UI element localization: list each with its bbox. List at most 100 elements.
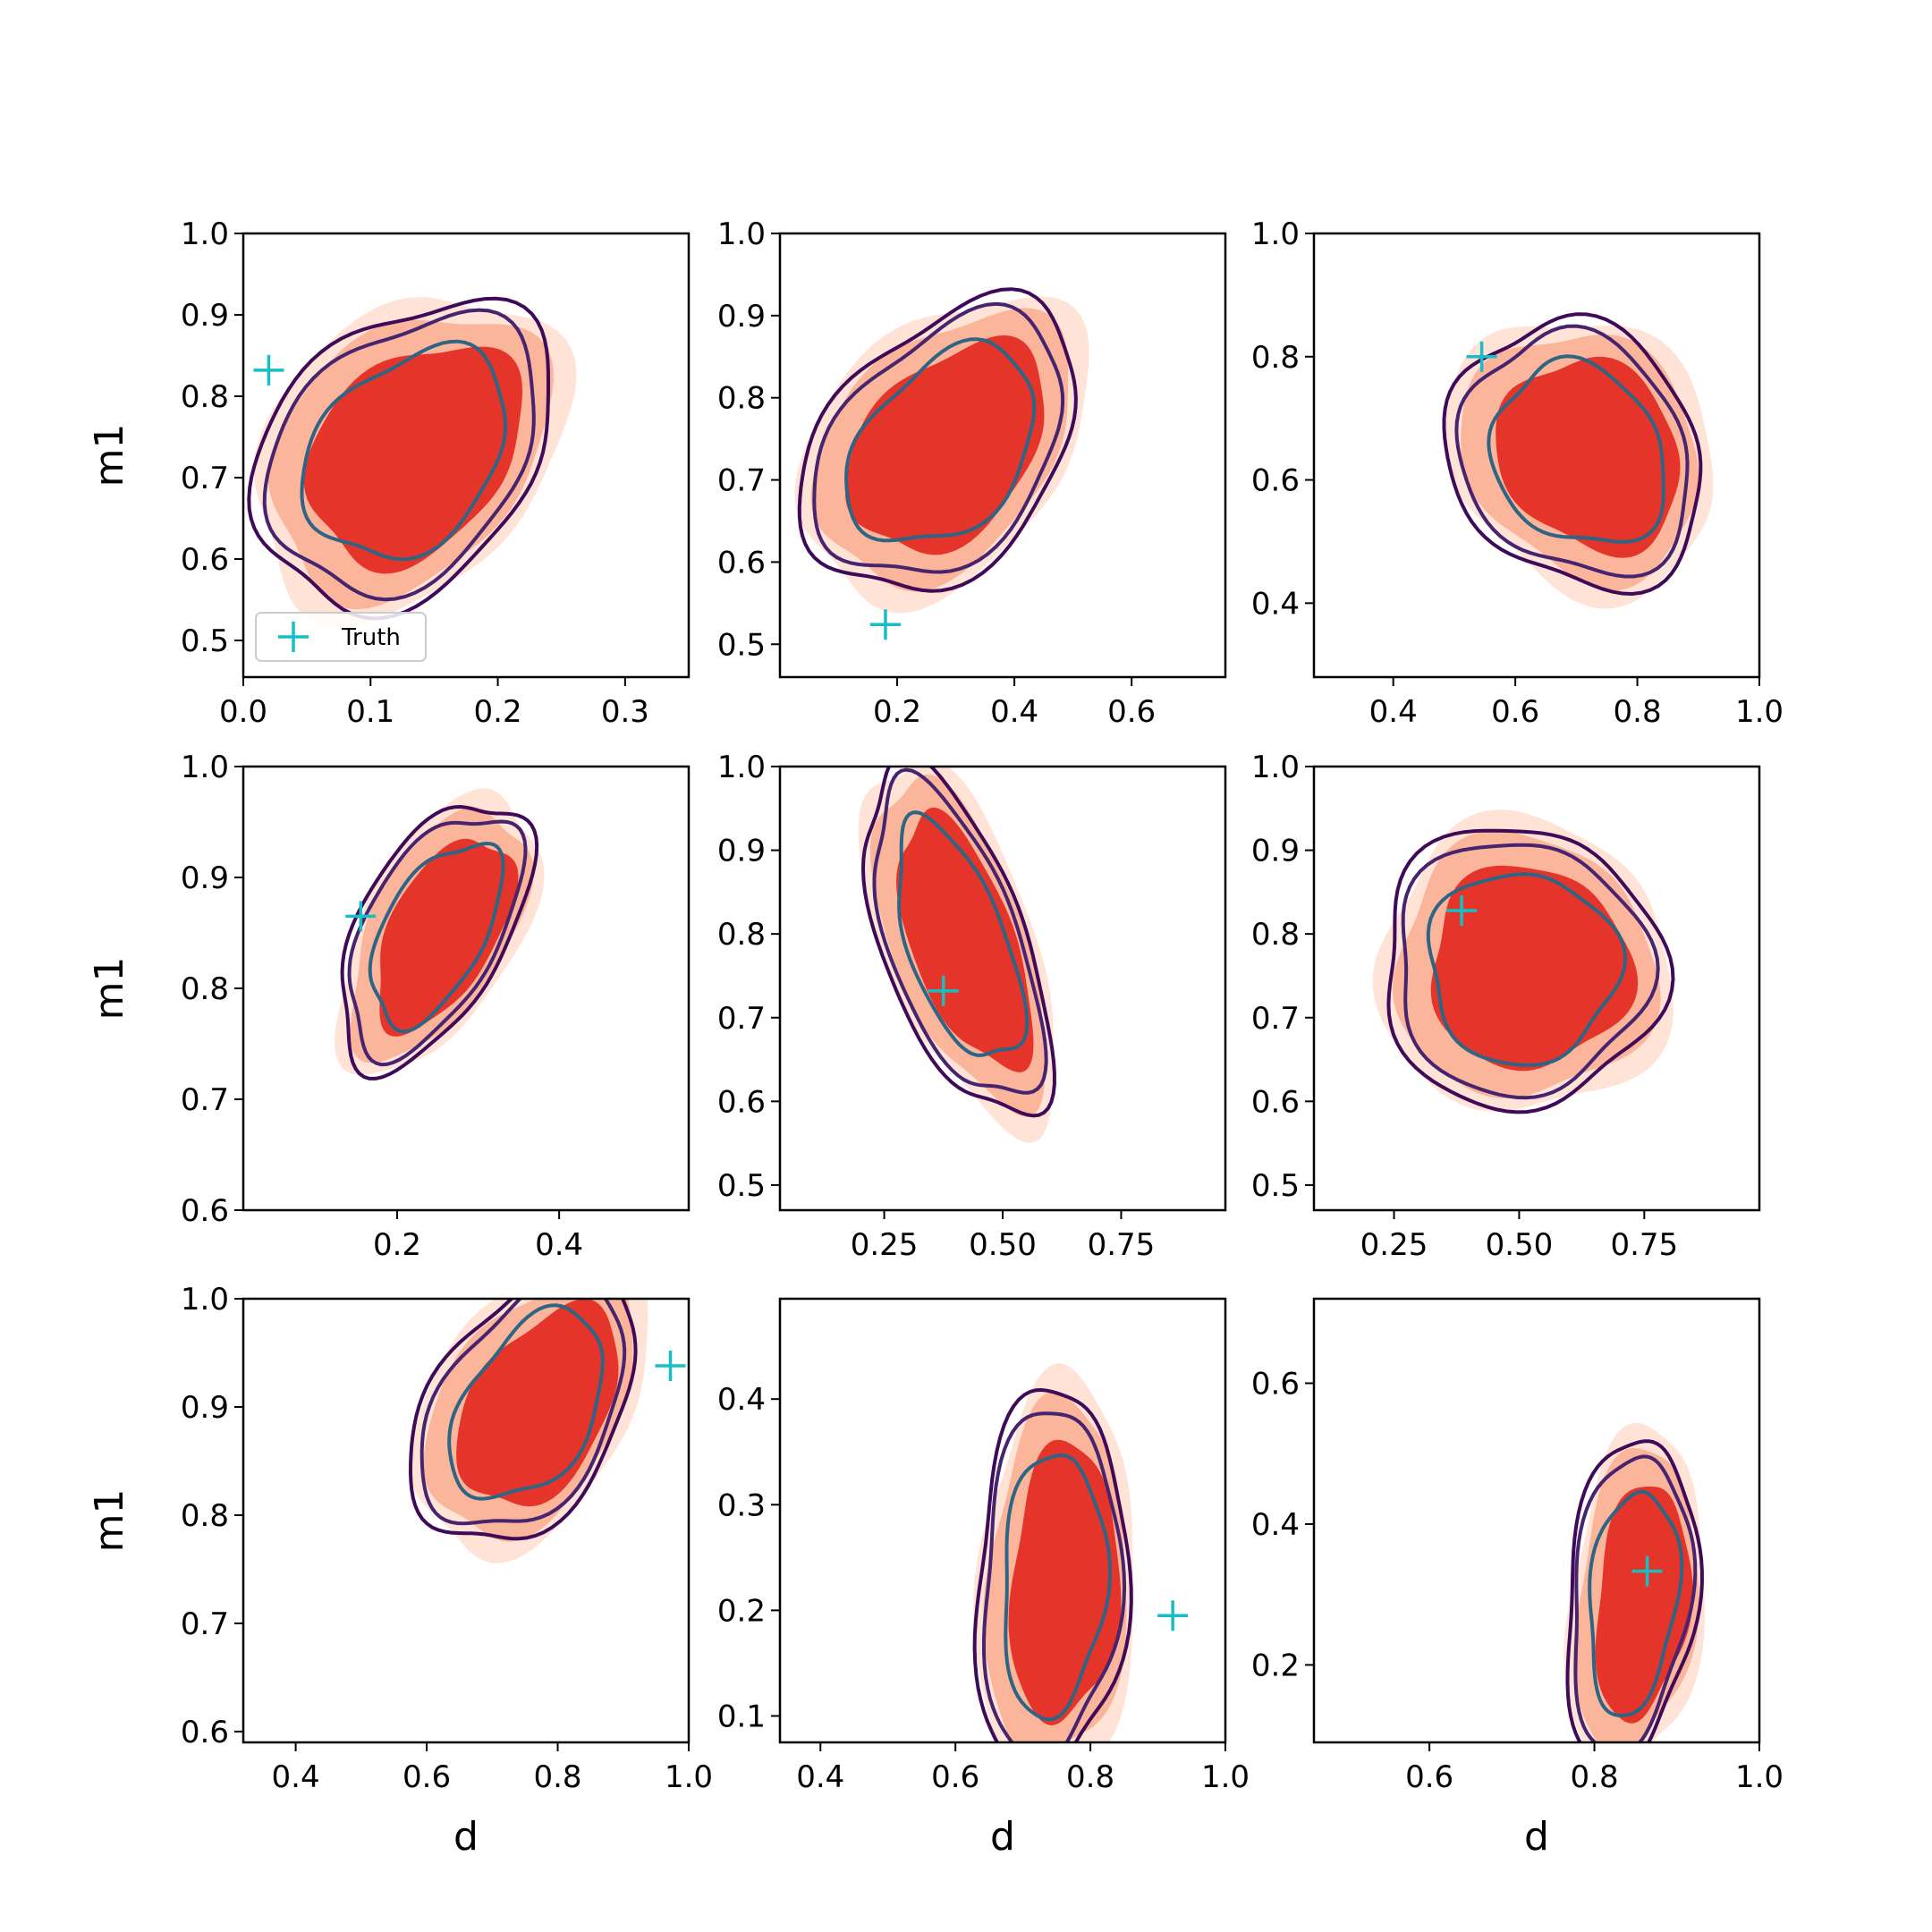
x-tick-label: 0.50 (1486, 1227, 1554, 1263)
contour-inner (368, 841, 505, 1034)
density-contours (794, 287, 1089, 614)
legend-label: Truth (341, 624, 401, 651)
y-tick-label: 1.0 (1251, 216, 1300, 252)
y-tick-label: 0.3 (717, 1487, 766, 1523)
y-tick-label: 1.0 (717, 750, 766, 785)
truth-marker (1631, 1555, 1663, 1587)
contour-mid (1454, 324, 1690, 579)
legend-truth-marker (278, 622, 309, 652)
y-tick-label: 0.9 (717, 834, 766, 869)
truth-marker (869, 609, 901, 640)
fill-inner (896, 807, 1034, 1072)
y-tick-label: 1.0 (181, 216, 229, 252)
fill-inner (1008, 1439, 1122, 1725)
y-tick-label: 0.4 (1251, 586, 1300, 622)
x-tick-label: 0.8 (533, 1759, 581, 1795)
y-tick-label: 0.8 (181, 971, 229, 1007)
y-tick-label: 0.9 (181, 860, 229, 896)
contour-outer (247, 296, 550, 621)
legend-box (255, 612, 427, 662)
truth-marker (928, 975, 959, 1006)
x-tick-label: 0.3 (601, 694, 649, 730)
x-tick-label: 1.0 (1201, 1759, 1250, 1795)
contour-mid (812, 301, 1065, 574)
fill-inner (1595, 1487, 1693, 1724)
y-tick-label: 0.9 (717, 299, 766, 335)
y-tick-label: 1.0 (717, 216, 766, 252)
y-tick-label: 0.2 (717, 1593, 766, 1629)
truth-marker (1157, 1600, 1189, 1631)
x-tick-label: 0.4 (990, 694, 1038, 730)
density-contours (335, 788, 545, 1080)
panel-2: 0.2 0.4 0.6 0.5 0.6 0.7 0.8 0.9 1.0 (717, 216, 1227, 730)
x-tick-label: 0.6 (1405, 1759, 1453, 1795)
y-tick-label: 0.8 (717, 917, 766, 953)
density-contours (972, 1363, 1133, 1742)
y-tick-label: 0.4 (717, 1382, 766, 1418)
truth-marker (655, 1351, 686, 1381)
truth-marker (1446, 894, 1478, 926)
contour-mid (982, 1411, 1127, 1742)
y-tick-label: 0.6 (181, 542, 229, 578)
contour-outer (1565, 1439, 1704, 1742)
contour-outer (972, 1387, 1133, 1742)
panel-7: 0.4 0.6 0.8 1.0 0.6 0.7 0.8 0.9 1.0 m1 d (87, 1282, 713, 1860)
contour-outer (860, 767, 1056, 1118)
y-tick-label: 0.8 (1251, 917, 1300, 953)
x-tick-label: 0.4 (1369, 694, 1418, 730)
contour-mid (1401, 843, 1660, 1100)
x-tick-label: 0.6 (931, 1759, 979, 1795)
y-tick-label: 0.9 (181, 1390, 229, 1426)
y-tick-label: 0.4 (1251, 1507, 1300, 1543)
fill-inner (1430, 865, 1639, 1072)
y-tick-label: 0.6 (1251, 1084, 1300, 1120)
y-tick-label: 0.8 (717, 381, 766, 417)
truth-marker (345, 901, 377, 932)
x-tick-label: 0.2 (474, 694, 522, 730)
y-tick-label: 0.6 (717, 1084, 766, 1120)
fill-inner (844, 335, 1045, 555)
y-tick-label: 0.8 (1251, 340, 1300, 376)
y-tick-label: 0.7 (181, 1606, 229, 1642)
fill-inner (1496, 356, 1681, 558)
contour-inner (1487, 354, 1665, 544)
x-tick-label: 0.4 (535, 1227, 583, 1263)
density-contours (247, 296, 577, 628)
fill-inner (379, 838, 519, 1037)
x-tick-label: 0.1 (346, 694, 394, 730)
contour-inner (300, 339, 508, 562)
panel-1: 0.0 0.1 0.2 0.3 0.5 0.6 0.7 0.8 0.9 1.0 m1 Truth (87, 216, 691, 730)
density-contours (408, 1299, 648, 1563)
contour-inner (844, 337, 1037, 543)
contour-mid (419, 1299, 627, 1526)
contour-mid (872, 767, 1048, 1095)
x-tick-label: 0.2 (873, 694, 921, 730)
y-tick-label: 0.1 (717, 1699, 766, 1734)
axes-frame (778, 1297, 1227, 1744)
contour-inner (447, 1303, 605, 1501)
contour-outer (408, 1299, 638, 1541)
axes-frame (1312, 1297, 1761, 1744)
legend: Truth (255, 612, 427, 662)
y-tick-label: 0.7 (717, 1001, 766, 1037)
x-tick-label: 0.6 (1107, 694, 1156, 730)
x-axis-label: d (990, 1814, 1015, 1860)
panel-3: 0.4 0.6 0.8 1.0 0.4 0.6 0.8 1.0 (1251, 216, 1784, 730)
x-tick-label: 0.0 (219, 694, 267, 730)
contour-outer (340, 804, 539, 1080)
x-tick-label: 0.75 (1088, 1227, 1156, 1263)
x-tick-label: 0.8 (1066, 1759, 1114, 1795)
y-tick-label: 1.0 (181, 750, 229, 785)
contour-mid (347, 819, 528, 1067)
x-tick-label: 0.8 (1614, 694, 1662, 730)
density-contours (858, 767, 1056, 1143)
y-tick-label: 0.6 (181, 1715, 229, 1750)
y-tick-label: 0.5 (181, 623, 229, 659)
y-tick-label: 0.7 (1251, 1001, 1300, 1037)
y-tick-label: 0.9 (1251, 834, 1300, 869)
x-tick-label: 0.25 (851, 1227, 919, 1263)
y-axis-label: m1 (87, 957, 132, 1021)
y-tick-label: 0.7 (181, 461, 229, 496)
contour-outer (1386, 828, 1675, 1114)
